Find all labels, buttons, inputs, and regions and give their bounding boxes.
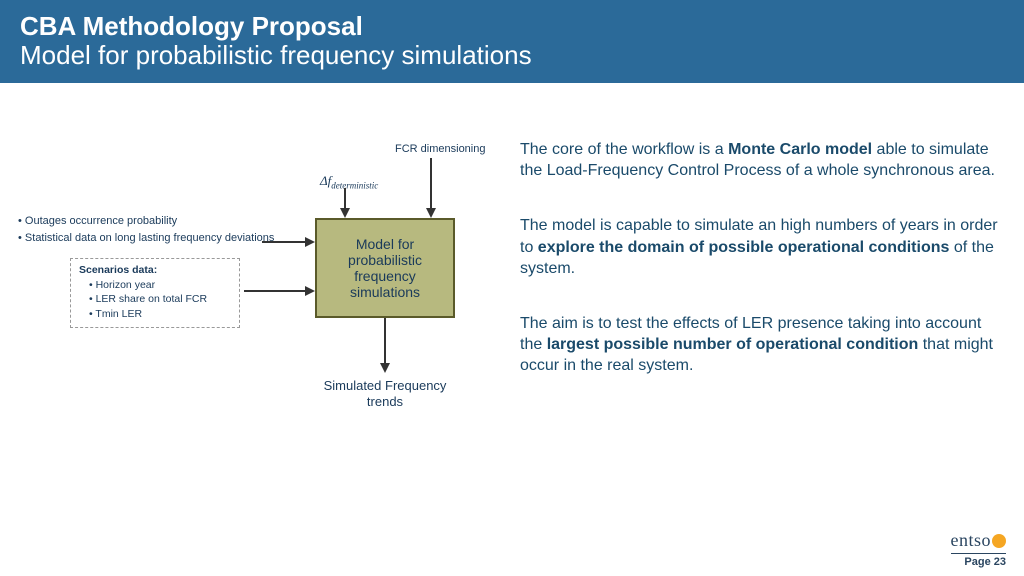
flow-diagram: FCR dimensioning Δfdeterministic Outages… [0, 83, 510, 503]
slide-subtitle: Model for probabilistic frequency simula… [20, 41, 1004, 70]
paragraph-2: The model is capable to simulate an high… [520, 215, 1000, 278]
logo-dot-icon [992, 534, 1006, 548]
slide-header: CBA Methodology Proposal Model for proba… [0, 0, 1024, 83]
bullet-outages: Outages occurrence probability [18, 213, 274, 230]
p1-text-a: The core of the workflow is a [520, 141, 728, 158]
scenario-item-ler-share: LER share on total FCR [79, 292, 231, 306]
slide-content: FCR dimensioning Δfdeterministic Outages… [0, 83, 1024, 553]
model-box: Model for probabilistic frequency simula… [315, 218, 455, 318]
fcr-input-label: FCR dimensioning [395, 143, 485, 155]
logo-underline [951, 553, 1007, 554]
p3-bold: largest possible number of operational c… [547, 336, 919, 353]
model-box-text: Model for probabilistic frequency simula… [323, 236, 447, 300]
page-number: Page 23 [951, 556, 1007, 568]
scenarios-box: Scenarios data: Horizon year LER share o… [70, 258, 240, 328]
scenario-item-tmin: Tmin LER [79, 307, 231, 321]
description-column: The core of the workflow is a Monte Carl… [520, 139, 1000, 410]
p1-bold: Monte Carlo model [728, 141, 872, 158]
bullet-statistical: Statistical data on long lasting frequen… [18, 230, 274, 247]
entsoe-logo: entso [951, 530, 1007, 551]
output-label: Simulated Frequency trends [310, 378, 460, 409]
left-input-bullets: Outages occurrence probability Statistic… [18, 213, 274, 246]
scenarios-title: Scenarios data: [79, 264, 231, 276]
delta-prefix: Δf [320, 173, 331, 188]
slide-footer: entso Page 23 [951, 530, 1007, 568]
scenario-item-horizon: Horizon year [79, 278, 231, 292]
p2-bold: explore the domain of possible operation… [538, 239, 950, 256]
delta-f-label: Δfdeterministic [320, 173, 378, 191]
paragraph-1: The core of the workflow is a Monte Carl… [520, 139, 1000, 181]
paragraph-3: The aim is to test the effects of LER pr… [520, 313, 1000, 376]
logo-text: entso [951, 530, 992, 550]
delta-subscript: deterministic [331, 181, 378, 191]
slide-title: CBA Methodology Proposal [20, 12, 1004, 41]
